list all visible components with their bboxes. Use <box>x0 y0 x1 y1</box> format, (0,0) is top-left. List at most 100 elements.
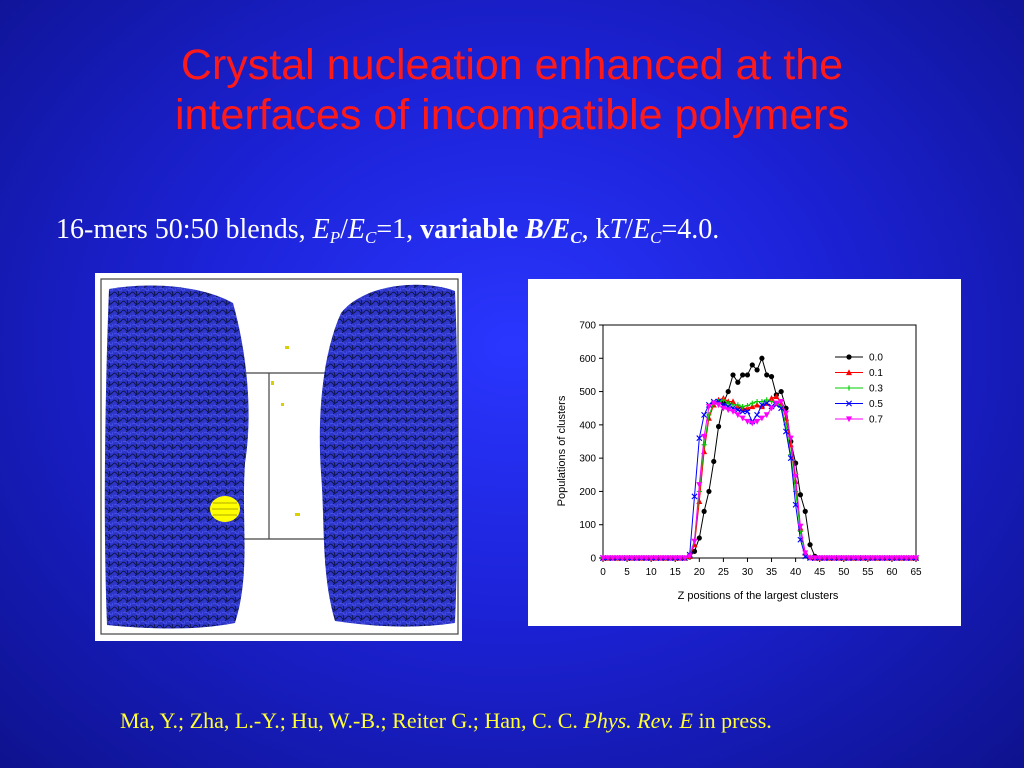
data-point <box>643 555 650 562</box>
data-point <box>667 555 674 562</box>
data-point <box>677 555 684 562</box>
data-point <box>835 555 842 562</box>
data-point <box>840 555 847 562</box>
data-point <box>797 492 804 498</box>
legend-marker <box>846 385 852 391</box>
small-crystal-segments <box>271 346 300 516</box>
data-point <box>744 402 751 409</box>
x-tick-label: 65 <box>910 567 922 578</box>
data-point <box>628 555 635 562</box>
citation: Ma, Y.; Zha, L.-Y.; Hu, W.-B.; Reiter G.… <box>120 708 772 734</box>
data-point <box>662 555 669 562</box>
data-point <box>754 398 760 405</box>
data-point <box>715 423 722 430</box>
citation-authors: Ma, Y.; Zha, L.-Y.; Hu, W.-B.; Reiter G.… <box>120 708 584 733</box>
data-point <box>749 362 755 368</box>
data-point <box>734 412 741 419</box>
b-ec-symbol: B/E <box>525 214 571 245</box>
data-point <box>869 555 876 562</box>
data-point <box>730 372 736 378</box>
ec-subscript-1: C <box>365 228 377 247</box>
data-point <box>782 428 789 435</box>
left-polymer-domain <box>104 285 249 629</box>
data-point <box>792 473 799 480</box>
data-point <box>797 528 804 534</box>
data-point <box>691 538 698 545</box>
subtitle-text: 16-mers 50:50 blends, <box>56 214 313 245</box>
data-point <box>657 555 664 562</box>
data-point <box>711 458 717 465</box>
data-point <box>850 555 857 562</box>
data-point <box>739 408 746 415</box>
data-point <box>758 401 765 408</box>
y-tick-label: 300 <box>579 454 596 465</box>
y-tick-label: 500 <box>579 387 596 398</box>
data-point <box>749 400 755 406</box>
data-point <box>696 535 702 541</box>
data-point <box>696 482 703 488</box>
data-point <box>730 408 737 415</box>
data-point <box>773 393 780 400</box>
data-point <box>754 411 761 418</box>
data-point <box>638 555 645 562</box>
x-tick-label: 40 <box>790 567 802 578</box>
data-point <box>855 555 862 562</box>
data-point <box>734 406 741 413</box>
data-point <box>893 555 900 562</box>
data-point <box>802 508 808 514</box>
crystal-nucleus <box>210 496 240 522</box>
plot-frame <box>602 324 917 559</box>
equals-2: =4.0. <box>661 214 720 245</box>
data-point <box>614 555 621 562</box>
x-tick-label: 50 <box>838 567 850 578</box>
data-point <box>826 555 833 562</box>
data-point <box>609 555 616 562</box>
data-point <box>715 402 722 409</box>
data-point <box>735 402 741 408</box>
x-tick-label: 30 <box>742 567 754 578</box>
data-point <box>768 405 775 412</box>
data-point <box>648 555 655 562</box>
data-point <box>691 548 698 554</box>
y-tick-label: 700 <box>579 321 596 332</box>
b-ec-subscript: C <box>570 228 582 247</box>
data-point <box>710 400 717 407</box>
data-point <box>701 508 707 514</box>
simulation-snapshot-panel <box>95 273 462 641</box>
data-point <box>768 373 775 380</box>
y-tick-label: 600 <box>579 354 596 365</box>
data-point <box>633 555 640 562</box>
data-point <box>845 555 852 562</box>
data-point <box>735 379 741 385</box>
x-tick-label: 35 <box>766 567 778 578</box>
data-point <box>681 555 688 562</box>
citation-journal: Phys. Rev. E <box>583 708 693 733</box>
ec-subscript-2: C <box>650 228 662 247</box>
title-line-2: interfaces of incompatible polymers <box>175 91 849 139</box>
slide-title: Crystal nucleation enhanced at the inter… <box>0 40 1024 140</box>
x-tick-label: 10 <box>646 567 658 578</box>
data-point <box>730 402 736 408</box>
data-point <box>879 555 886 562</box>
data-point <box>807 542 813 548</box>
data-point <box>725 388 731 395</box>
simulation-snapshot-image <box>100 278 459 635</box>
comma: , <box>581 214 596 245</box>
data-point <box>754 367 760 373</box>
data-point <box>696 498 703 505</box>
x-tick-label: 20 <box>694 567 706 578</box>
axes-layer: 0 5 10 15 20 25 30 35 40 45 50 55 60 65 0 100 200 300 400 5… <box>579 321 922 579</box>
legend-label: 0.7 <box>869 415 883 426</box>
data-point <box>701 442 707 448</box>
data-point <box>624 555 631 562</box>
data-point <box>705 403 712 410</box>
legend-label: 0.3 <box>869 384 883 395</box>
series-layer <box>600 355 919 562</box>
y-tick-label: 0 <box>590 554 596 565</box>
variable-word: variable <box>420 214 526 245</box>
x-tick-label: 60 <box>886 567 898 578</box>
data-point <box>652 555 659 562</box>
data-point <box>754 418 761 425</box>
data-point <box>787 435 794 442</box>
data-point <box>888 555 895 562</box>
